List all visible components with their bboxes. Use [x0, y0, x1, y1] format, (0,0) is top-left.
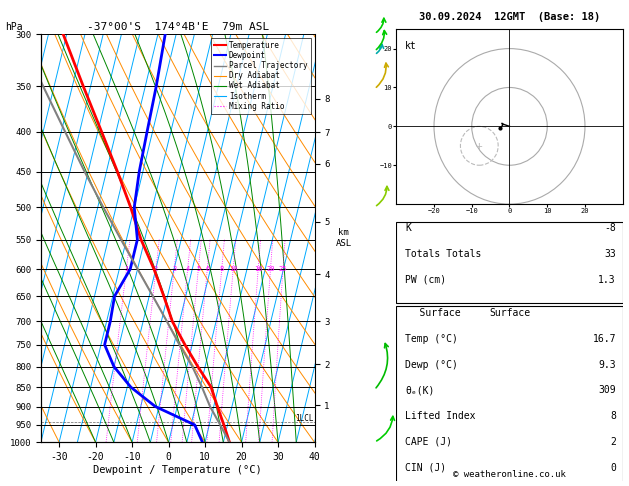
Bar [396, 306, 623, 486]
Text: 1.3: 1.3 [598, 275, 616, 285]
X-axis label: Dewpoint / Temperature (°C): Dewpoint / Temperature (°C) [93, 465, 262, 475]
Text: 2: 2 [610, 437, 616, 447]
Text: CIN (J): CIN (J) [405, 463, 447, 472]
Text: 5: 5 [196, 266, 201, 272]
Legend: Temperature, Dewpoint, Parcel Trajectory, Dry Adiabat, Wet Adiabat, Isotherm, Mi: Temperature, Dewpoint, Parcel Trajectory… [211, 38, 311, 114]
Text: hPa: hPa [5, 22, 23, 32]
Text: 10: 10 [229, 266, 238, 272]
Text: 3: 3 [172, 266, 176, 272]
Text: CAPE (J): CAPE (J) [405, 437, 452, 447]
Text: © weatheronline.co.uk: © weatheronline.co.uk [453, 470, 566, 479]
Text: K: K [405, 224, 411, 233]
Text: 8: 8 [220, 266, 224, 272]
Text: 1: 1 [125, 266, 128, 272]
Text: Surface: Surface [396, 308, 461, 318]
Text: 4: 4 [186, 266, 190, 272]
Bar [396, 222, 623, 302]
Text: Lifted Index: Lifted Index [405, 411, 476, 421]
Text: 2: 2 [154, 266, 158, 272]
Text: Totals Totals: Totals Totals [405, 249, 482, 259]
Text: 8: 8 [610, 411, 616, 421]
Text: 25: 25 [279, 266, 287, 272]
Text: 6: 6 [205, 266, 209, 272]
Text: θₑ(K): θₑ(K) [405, 385, 435, 396]
Text: +: + [476, 141, 482, 151]
Text: 30.09.2024  12GMT  (Base: 18): 30.09.2024 12GMT (Base: 18) [419, 12, 600, 22]
Text: 1LCL: 1LCL [295, 414, 313, 423]
Text: 33: 33 [604, 249, 616, 259]
Text: 16.7: 16.7 [593, 334, 616, 344]
Text: -8: -8 [604, 224, 616, 233]
Text: Surface: Surface [489, 308, 530, 318]
Text: 20: 20 [266, 266, 275, 272]
Text: 9.3: 9.3 [598, 360, 616, 370]
Y-axis label: km
ASL: km ASL [335, 228, 352, 248]
Text: 16: 16 [254, 266, 262, 272]
Text: PW (cm): PW (cm) [405, 275, 447, 285]
Text: Dewp (°C): Dewp (°C) [405, 360, 458, 370]
Text: 0: 0 [610, 463, 616, 472]
Text: -37°00'S  174°4B'E  79m ASL: -37°00'S 174°4B'E 79m ASL [87, 21, 269, 32]
Text: kt: kt [405, 41, 417, 52]
Text: Temp (°C): Temp (°C) [405, 334, 458, 344]
Text: 309: 309 [598, 385, 616, 396]
